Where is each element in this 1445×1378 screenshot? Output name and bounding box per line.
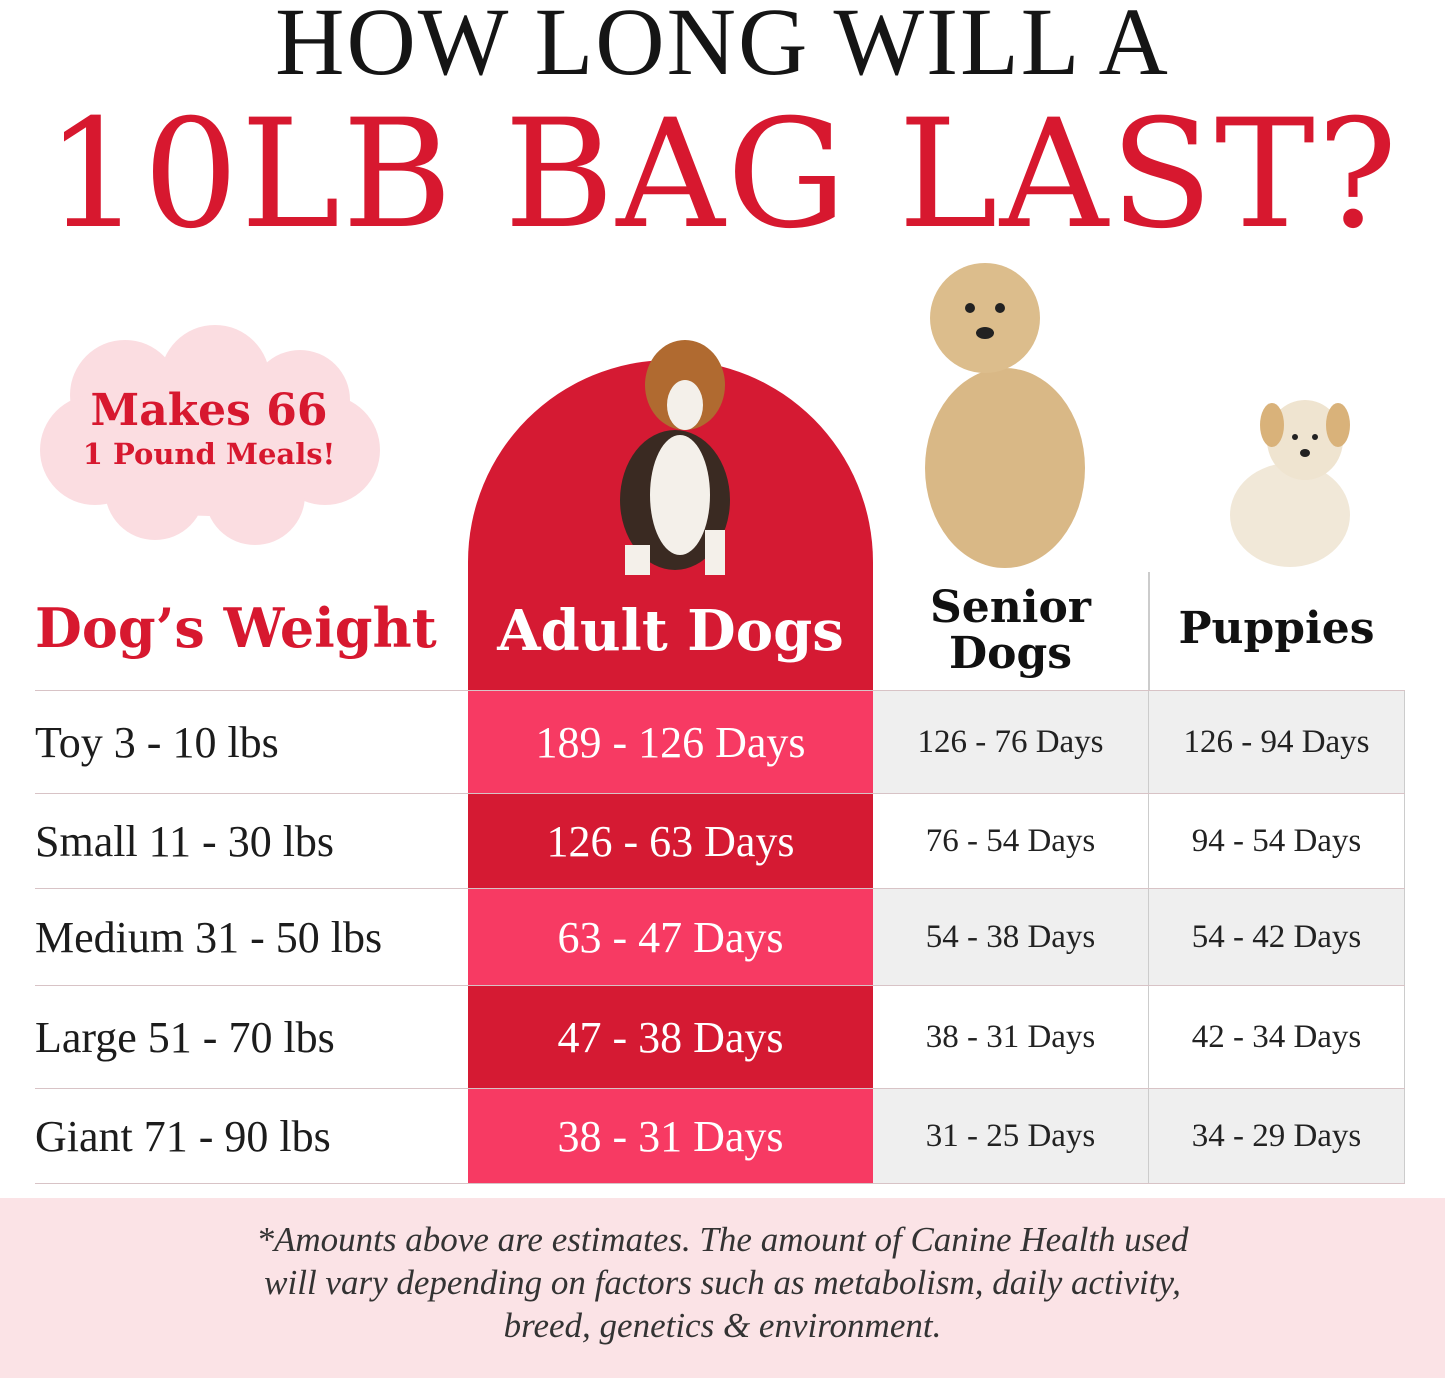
badge-line-1: Makes 66 [90,385,328,436]
senior-cell: 31 - 25 Days [873,1089,1148,1183]
cloud-badge-shape [40,325,380,545]
title-line-2: 10LB BAG LAST? [45,88,1400,262]
header-senior-dogs: Senior Dogs [873,585,1148,677]
adult-cell: 189 - 126 Days [468,691,873,793]
senior-cell: 126 - 76 Days [873,691,1148,793]
senior-cell: 76 - 54 Days [925,822,1096,859]
footnote-line-2: will vary depending on factors such as m… [264,1263,1181,1302]
weight-cell: Toy 3 - 10 lbs [35,717,279,767]
footnote: *Amounts above are estimates. The amount… [120,1218,1325,1347]
footnote-line-3: breed, genetics & environment. [503,1306,942,1345]
header-senior-line-2: Dogs [948,628,1073,679]
table-row: Giant 71 - 90 lbs 38 - 31 Days 31 - 25 D… [35,1088,1405,1184]
table-row: Small 11 - 30 lbs 126 - 63 Days 76 - 54 … [35,793,1405,888]
adult-dog-image [620,340,730,575]
footnote-band [0,1198,1445,1378]
table-row: Medium 31 - 50 lbs 63 - 47 Days 54 - 38 … [35,888,1405,985]
header-adult-dogs: Adult Dogs [497,598,844,664]
table-row: Large 51 - 70 lbs 47 - 38 Days 38 - 31 D… [35,985,1405,1088]
weight-cell: Giant 71 - 90 lbs [35,1111,331,1161]
puppies-cell: 34 - 29 Days [1148,1089,1405,1183]
senior-cell: 38 - 31 Days [925,1018,1096,1055]
weight-cell: Large 51 - 70 lbs [35,1012,335,1062]
adult-cell: 47 - 38 Days [468,986,873,1088]
senior-dog-image [925,263,1085,568]
header-puppies: Puppies [1178,603,1375,654]
puppies-cell: 94 - 54 Days [1148,794,1405,888]
adult-cell: 38 - 31 Days [468,1089,873,1183]
header-divider [1148,572,1150,690]
senior-cell: 54 - 38 Days [873,889,1148,985]
meals-badge: Makes 66 1 Pound Meals! [35,385,383,471]
puppies-cell: 126 - 94 Days [1148,691,1405,793]
header-senior-line-1: Senior [929,582,1091,633]
weight-cell: Small 11 - 30 lbs [35,816,335,866]
adult-cell: 63 - 47 Days [468,889,873,985]
header-dogs-weight: Dog’s Weight [35,596,437,660]
puppies-cell: 54 - 42 Days [1148,889,1405,985]
badge-line-2: 1 Pound Meals! [82,437,336,471]
puppies-cell: 42 - 34 Days [1148,986,1405,1088]
weight-cell: Medium 31 - 50 lbs [35,912,383,962]
footnote-line-1: *Amounts above are estimates. The amount… [256,1220,1189,1259]
puppy-image [1230,400,1350,567]
adult-cell: 126 - 63 Days [468,794,873,888]
table-row: Toy 3 - 10 lbs 189 - 126 Days 126 - 76 D… [35,690,1405,793]
title-line-1: HOW LONG WILL A [275,0,1170,95]
